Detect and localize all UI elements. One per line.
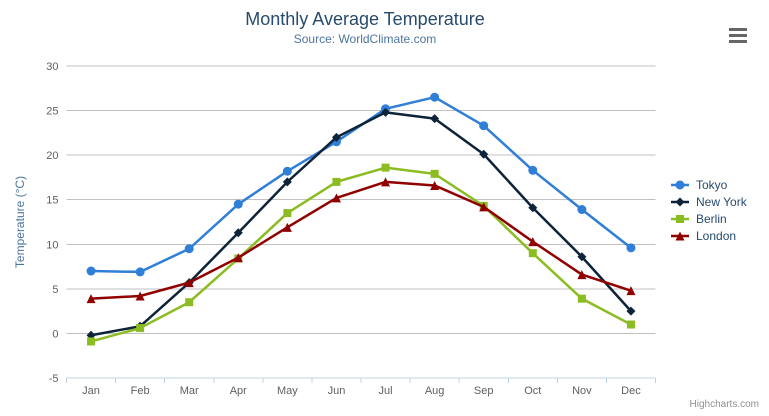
legend-item-label: London: [696, 228, 737, 243]
y-axis-label: 15: [46, 195, 58, 207]
x-axis-label: Mar: [180, 385, 199, 397]
legend-item-label: Tokyo: [696, 177, 728, 192]
series-tokyo: [86, 92, 636, 277]
series-london: [86, 177, 636, 304]
legend: Tokyo New York Berlin London: [671, 176, 747, 244]
legend-item-berlin[interactable]: Berlin: [671, 210, 747, 227]
context-menu-button[interactable]: [729, 22, 755, 48]
chart-subtitle: Source: WorldClimate.com: [293, 32, 437, 46]
series-line: [89, 95, 633, 274]
legend-item-london[interactable]: London: [671, 227, 747, 244]
series-new-york: [86, 107, 636, 340]
chart-title: Monthly Average Temperature: [245, 9, 485, 29]
x-axis-label: Oct: [524, 385, 541, 397]
series-line: [89, 166, 633, 343]
square-marker-icon: [671, 214, 689, 223]
y-axis-label: 20: [46, 150, 58, 162]
y-axis-label: 10: [46, 239, 58, 251]
diamond-marker-icon: [671, 197, 689, 206]
series-line: [89, 180, 633, 300]
x-axis-label: Dec: [621, 385, 641, 397]
triangle-marker-icon: [671, 231, 689, 240]
y-axis-label: 0: [52, 328, 58, 340]
x-axis-label: Feb: [131, 385, 150, 397]
x-axis-label: May: [277, 385, 298, 397]
y-axis-label: -5: [49, 373, 59, 385]
x-axis-label: Nov: [572, 385, 592, 397]
legend-item-tokyo[interactable]: Tokyo: [671, 176, 747, 193]
x-axis-label: Aug: [425, 385, 445, 397]
legend-item-new-york[interactable]: New York: [671, 193, 747, 210]
legend-item-label: New York: [696, 194, 747, 209]
x-axis-label: Jun: [328, 385, 346, 397]
highcharts-credit[interactable]: Highcharts.com: [689, 399, 759, 410]
x-axis-label: Sep: [474, 385, 494, 397]
series-line: [89, 111, 633, 337]
y-axis-label: 25: [46, 106, 58, 118]
y-axis-title: Temperature (°C): [13, 176, 27, 268]
hamburger-icon: [729, 27, 755, 43]
x-axis-label: Jul: [379, 385, 393, 397]
y-axis-label: 30: [46, 61, 58, 73]
series-berlin: [87, 163, 635, 346]
legend-item-label: Berlin: [696, 211, 727, 226]
circle-marker-icon: [671, 180, 689, 189]
x-axis-label: Apr: [230, 385, 247, 397]
x-axis-label: Jan: [82, 385, 100, 397]
y-axis-label: 5: [52, 284, 58, 296]
